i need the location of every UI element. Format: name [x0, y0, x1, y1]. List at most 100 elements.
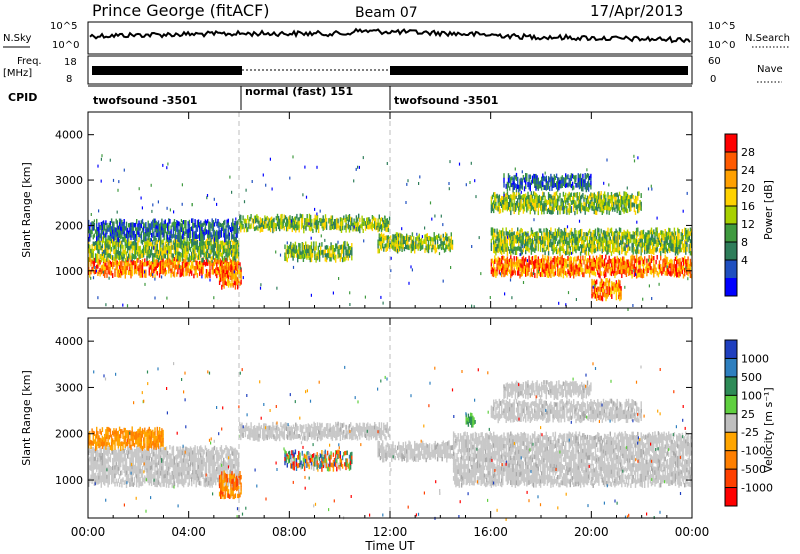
echo-cell — [172, 229, 175, 234]
echo-cell — [216, 253, 218, 259]
echo-cell — [622, 256, 624, 262]
echo-cell — [642, 268, 645, 274]
echo-cell — [160, 226, 162, 232]
echo-cell — [221, 244, 224, 249]
echo-cell — [173, 239, 176, 244]
echo-cell — [293, 244, 295, 250]
echo-cell — [565, 173, 567, 178]
echo-cell — [313, 245, 315, 251]
echo-cell — [218, 221, 220, 227]
echo-cell — [599, 258, 601, 263]
echo-cell — [649, 249, 652, 254]
echo-cell — [592, 230, 594, 235]
echo-cell — [562, 200, 565, 206]
echo-cell — [590, 185, 592, 190]
echo-cell — [557, 249, 559, 255]
echo-cell — [204, 244, 207, 249]
echo-cell — [139, 233, 141, 238]
echo-cell — [240, 214, 242, 220]
echo-cell — [574, 199, 576, 205]
echo-cell — [681, 241, 684, 246]
echo-cell — [512, 188, 514, 193]
echo-cell — [369, 223, 371, 229]
echo-cell — [537, 256, 539, 262]
echo-cell — [536, 270, 538, 275]
echo-cell — [538, 203, 541, 208]
echo-cell — [197, 250, 200, 256]
echo-cell — [619, 257, 622, 262]
echo-cell — [290, 245, 292, 250]
echo-cell — [89, 456, 91, 462]
echo-cell — [573, 246, 575, 252]
echo-cell — [594, 259, 597, 265]
echo-cell — [499, 262, 502, 267]
echo-cell — [496, 206, 498, 211]
echo-cell — [513, 256, 515, 261]
echo-cell — [377, 222, 379, 228]
echo-cell — [559, 235, 561, 241]
echo-cell — [610, 200, 613, 206]
echo-cell — [295, 228, 297, 233]
echo-cell — [306, 222, 308, 227]
echo-cell — [402, 240, 404, 245]
echo-cell — [584, 268, 586, 274]
echo-cell — [517, 231, 519, 236]
echo-cell — [239, 262, 241, 267]
echo-cell — [602, 197, 605, 202]
echo-cell — [568, 203, 570, 208]
echo-cell — [577, 238, 579, 243]
echo-cell — [501, 238, 503, 243]
echo-cell — [631, 247, 633, 253]
echo-cell — [308, 252, 310, 257]
echo-cell — [513, 231, 515, 236]
echo-cell — [598, 295, 600, 301]
echo-cell — [160, 235, 162, 240]
echo-cell — [585, 198, 587, 203]
echo-cell — [192, 222, 194, 227]
echo-cell — [619, 227, 622, 233]
echo-cell — [511, 183, 513, 188]
echo-cell — [523, 269, 526, 274]
echo-cell — [652, 245, 654, 251]
echo-cell — [559, 239, 561, 245]
noise-speck — [152, 273, 154, 277]
echo-cell — [396, 240, 399, 246]
echo-cell — [395, 232, 398, 237]
echo-cell — [649, 258, 652, 263]
echo-cell — [164, 253, 166, 259]
echo-cell — [165, 223, 168, 229]
echo-cell — [537, 199, 539, 204]
echo-cell — [490, 262, 493, 267]
echo-cell — [602, 263, 605, 269]
echo-cell — [506, 263, 509, 269]
echo-cell — [137, 240, 139, 245]
echo-cell — [686, 230, 688, 235]
echo-cell — [203, 232, 205, 237]
echo-cell — [226, 266, 229, 271]
echo-cell — [122, 237, 124, 242]
echo-cell — [273, 217, 275, 223]
echo-cell — [126, 256, 129, 261]
echo-cell — [299, 250, 301, 256]
echo-cell — [213, 258, 216, 263]
echo-cell — [520, 177, 522, 182]
echo-cell — [512, 241, 514, 246]
echo-cell — [88, 239, 90, 245]
echo-cell — [510, 210, 512, 216]
echo-cell — [88, 482, 90, 487]
echo-cell — [343, 253, 345, 258]
echo-cell — [497, 195, 499, 200]
echo-cell — [590, 269, 592, 274]
echo-cell — [530, 250, 533, 255]
echo-cell — [124, 261, 126, 266]
echo-cell — [546, 232, 549, 238]
echo-cell — [514, 261, 517, 267]
echo-cell — [91, 244, 93, 250]
echo-cell — [239, 273, 241, 279]
echo-cell — [97, 235, 99, 241]
echo-cell — [432, 244, 434, 250]
echo-cell — [595, 266, 598, 272]
echo-cell — [521, 268, 523, 273]
echo-cell — [640, 273, 642, 278]
echo-cell — [640, 201, 642, 207]
